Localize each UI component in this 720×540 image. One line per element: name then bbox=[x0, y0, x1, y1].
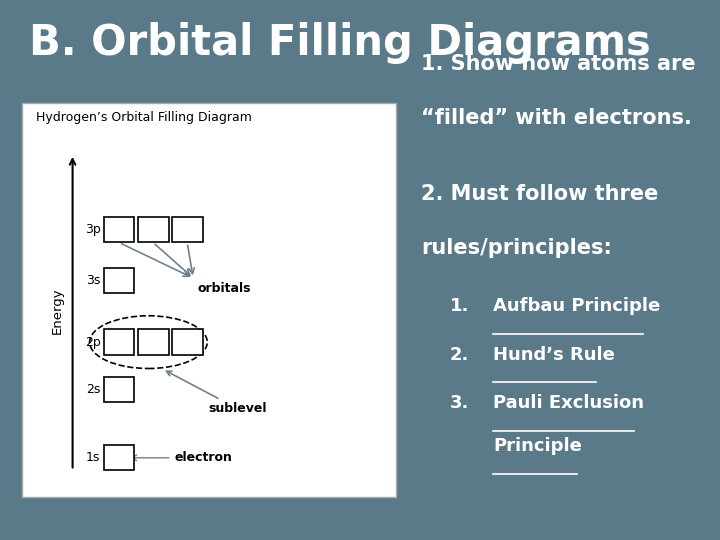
Text: 2p: 2p bbox=[85, 336, 101, 349]
Text: “filled” with electrons.: “filled” with electrons. bbox=[421, 108, 692, 128]
Text: 3.: 3. bbox=[450, 394, 469, 412]
Text: electron: electron bbox=[175, 451, 233, 464]
Text: sublevel: sublevel bbox=[166, 371, 267, 415]
Text: Hund’s Rule: Hund’s Rule bbox=[493, 346, 615, 363]
Bar bbox=[104, 445, 135, 470]
Bar bbox=[22, 103, 396, 497]
Bar bbox=[104, 329, 135, 355]
Text: Energy: Energy bbox=[50, 287, 63, 334]
Bar bbox=[138, 217, 168, 242]
Text: 3p: 3p bbox=[85, 224, 101, 237]
Text: 2. Must follow three: 2. Must follow three bbox=[421, 184, 659, 204]
Text: 1.: 1. bbox=[450, 297, 469, 315]
Text: Pauli Exclusion: Pauli Exclusion bbox=[493, 394, 644, 412]
Bar bbox=[171, 329, 202, 355]
Bar bbox=[104, 377, 135, 402]
Text: Hydrogen’s Orbital Filling Diagram: Hydrogen’s Orbital Filling Diagram bbox=[36, 111, 252, 124]
Bar bbox=[104, 268, 135, 293]
Text: 1s: 1s bbox=[86, 451, 101, 464]
Text: orbitals: orbitals bbox=[198, 281, 251, 295]
Text: 2s: 2s bbox=[86, 383, 101, 396]
Text: Principle: Principle bbox=[493, 437, 582, 455]
Text: rules/principles:: rules/principles: bbox=[421, 238, 612, 258]
Bar bbox=[104, 217, 135, 242]
Text: B. Orbital Filling Diagrams: B. Orbital Filling Diagrams bbox=[29, 22, 651, 64]
Text: 1. Show how atoms are: 1. Show how atoms are bbox=[421, 54, 696, 74]
Text: 3s: 3s bbox=[86, 274, 101, 287]
Text: Aufbau Principle: Aufbau Principle bbox=[493, 297, 660, 315]
Bar bbox=[171, 217, 202, 242]
Bar bbox=[138, 329, 168, 355]
Text: 2.: 2. bbox=[450, 346, 469, 363]
